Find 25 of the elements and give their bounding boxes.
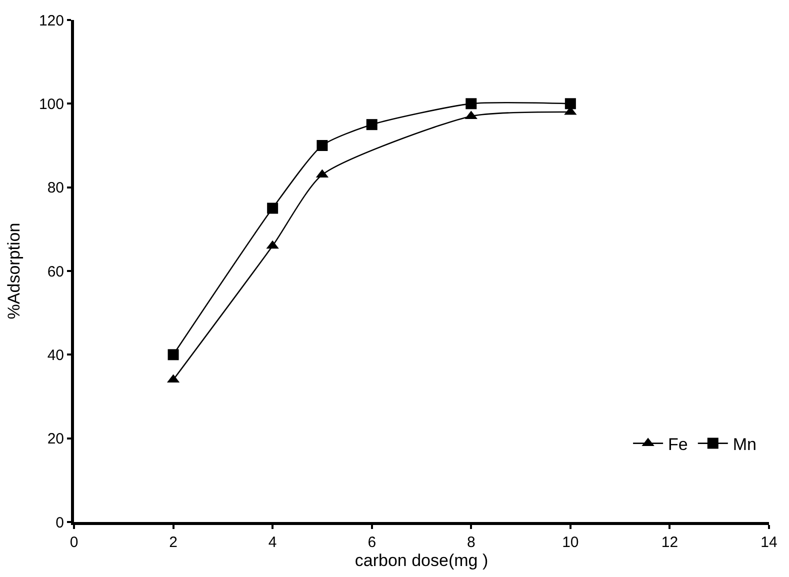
point xyxy=(316,140,328,151)
point xyxy=(267,202,278,214)
x-tick-label: 8 xyxy=(466,534,476,551)
y-axis-title: %Adsorption xyxy=(4,222,24,320)
point xyxy=(564,98,576,110)
x-tick-label: 0 xyxy=(70,534,78,551)
x-tick-label: 2 xyxy=(169,534,178,551)
x-tick-label: 4 xyxy=(268,534,277,551)
y-tick-label: 20 xyxy=(47,430,64,448)
x-tick-label: 6 xyxy=(368,534,376,551)
legend-label: Fe xyxy=(668,434,688,454)
y-tick-label: 40 xyxy=(47,346,64,364)
y-tick-label: 80 xyxy=(47,180,64,197)
y-tick-label: 0 xyxy=(56,514,64,532)
x-axis-title: carbon dose(mg ) xyxy=(354,551,488,570)
point xyxy=(466,98,477,110)
x-tick-label: 12 xyxy=(661,534,678,551)
y-tick-label: 100 xyxy=(38,96,64,113)
x-tick-label: 10 xyxy=(562,534,579,551)
y-tick-label: 60 xyxy=(47,263,64,280)
y-tick-label: 120 xyxy=(38,12,64,30)
point xyxy=(168,349,179,360)
x-tick-label: 14 xyxy=(760,534,778,551)
point xyxy=(366,119,378,130)
legend-label: Mn xyxy=(732,434,757,454)
